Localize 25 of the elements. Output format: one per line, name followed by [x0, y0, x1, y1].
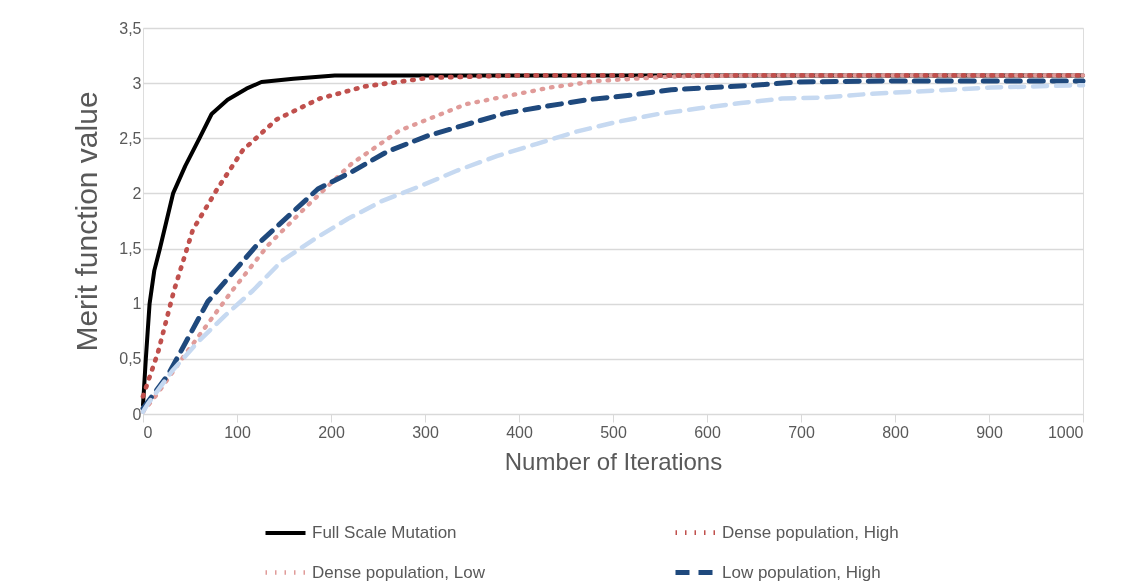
legend-label: Low population, High: [722, 562, 881, 582]
x-tick-label: 800: [882, 423, 909, 441]
x-tick-label: 500: [600, 423, 627, 441]
x-tick-label: 100: [224, 423, 251, 441]
x-tick-label: 300: [412, 423, 439, 441]
x-tick-label: 600: [694, 423, 721, 441]
x-axis-title: Number of Iterations: [504, 447, 723, 475]
legend-label: Dense population, Low: [312, 562, 486, 582]
y-tick-label: 3: [132, 74, 142, 92]
x-tick-label: 700: [788, 423, 815, 441]
y-tick-label: 1: [132, 295, 142, 313]
x-tick-label: 1000: [1047, 423, 1084, 441]
y-tick-label: 0,5: [119, 350, 142, 368]
y-tick-label: 2: [132, 184, 142, 202]
y-tick-label: 2,5: [119, 129, 142, 147]
y-tick-label: 3,5: [119, 19, 142, 37]
y-tick-label: 1,5: [119, 240, 142, 258]
x-tick-label: 400: [506, 423, 533, 441]
legend-label: Full Scale Mutation: [312, 523, 457, 542]
legend-label: Dense population, High: [722, 522, 899, 542]
x-tick-label: 0: [143, 423, 153, 441]
y-axis-title: Merit function value: [70, 91, 104, 352]
x-tick-label: 200: [318, 423, 345, 441]
x-tick-label: 900: [976, 423, 1003, 441]
y-tick-label: 0: [132, 405, 142, 423]
